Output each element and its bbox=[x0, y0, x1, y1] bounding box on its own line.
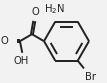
Text: O: O bbox=[1, 36, 9, 46]
Text: Br: Br bbox=[85, 72, 96, 82]
Text: H$_2$N: H$_2$N bbox=[44, 2, 65, 16]
Text: OH: OH bbox=[14, 56, 29, 66]
Text: O: O bbox=[31, 7, 39, 18]
